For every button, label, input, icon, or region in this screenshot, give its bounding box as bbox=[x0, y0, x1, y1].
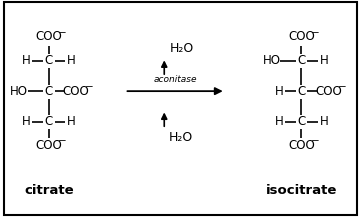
Text: C: C bbox=[297, 85, 305, 98]
Text: H₂O: H₂O bbox=[169, 42, 194, 55]
Text: COO: COO bbox=[288, 139, 315, 152]
Text: C: C bbox=[45, 85, 53, 98]
Text: −: − bbox=[338, 82, 347, 92]
Text: −: − bbox=[311, 136, 319, 146]
Text: HO: HO bbox=[263, 54, 281, 67]
Text: −: − bbox=[58, 28, 67, 38]
Text: H: H bbox=[319, 115, 328, 128]
Text: C: C bbox=[45, 115, 53, 128]
Text: COO: COO bbox=[35, 30, 62, 43]
Text: −: − bbox=[311, 28, 319, 38]
FancyBboxPatch shape bbox=[4, 2, 357, 215]
Text: H: H bbox=[22, 115, 31, 128]
Text: H: H bbox=[275, 115, 283, 128]
Text: COO: COO bbox=[315, 85, 342, 98]
Text: HO: HO bbox=[10, 85, 28, 98]
Text: citrate: citrate bbox=[24, 184, 74, 197]
Text: COO: COO bbox=[35, 139, 62, 152]
Text: H₂O: H₂O bbox=[168, 131, 193, 144]
Text: −: − bbox=[58, 136, 67, 146]
Text: COO: COO bbox=[288, 30, 315, 43]
Text: COO: COO bbox=[62, 85, 89, 98]
Text: C: C bbox=[297, 115, 305, 128]
Text: H: H bbox=[67, 115, 75, 128]
Text: aconitase: aconitase bbox=[153, 75, 197, 84]
Text: isocitrate: isocitrate bbox=[266, 184, 337, 197]
Text: C: C bbox=[45, 54, 53, 67]
Text: H: H bbox=[67, 54, 75, 67]
Text: −: − bbox=[85, 82, 94, 92]
Text: H: H bbox=[275, 85, 283, 98]
Text: H: H bbox=[22, 54, 31, 67]
Text: H: H bbox=[319, 54, 328, 67]
Text: C: C bbox=[297, 54, 305, 67]
